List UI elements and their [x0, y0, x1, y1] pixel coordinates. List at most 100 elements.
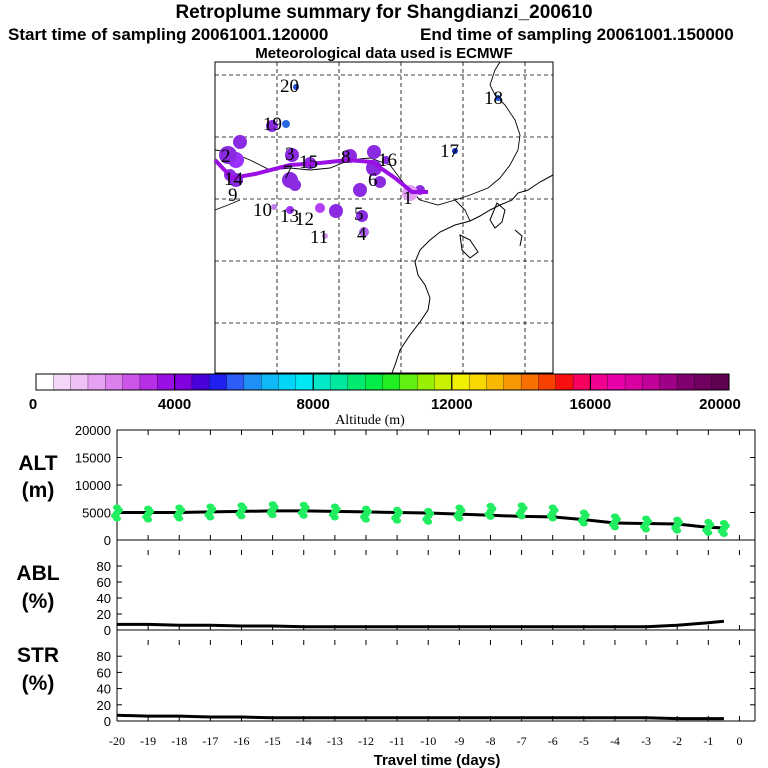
y-tick-label: 60: [97, 665, 111, 680]
met-data-label: Meteorological data used is ECMWF: [255, 45, 513, 62]
plume-day-label: 20: [280, 76, 299, 97]
y-tick-label: 0: [104, 533, 111, 548]
particle-altitude-point: [144, 505, 153, 512]
colorbar-cell: [607, 373, 626, 391]
particle-altitude-point: [206, 503, 215, 510]
plume-day-point: [356, 210, 368, 222]
y-tick-label: 60: [97, 575, 111, 590]
colorbar-cell: [87, 373, 106, 391]
colorbar-cell: [191, 373, 210, 391]
x-tick-label: -2: [672, 734, 682, 748]
colorbar-tick-label: 20000: [699, 396, 741, 413]
plume-day-label: 1: [403, 188, 413, 209]
particle-altitude-point: [113, 504, 121, 511]
colorbar-cell: [261, 373, 280, 391]
plume-day-label: 7: [283, 162, 293, 183]
y-tick-label: 40: [97, 682, 111, 697]
plume-particle-blob: [329, 204, 343, 218]
plume-day-label: 13: [280, 206, 299, 227]
x-tick-label: -7: [517, 734, 527, 748]
series-line: [116, 713, 724, 721]
x-tick-label: -12: [358, 734, 374, 748]
x-tick-label: -14: [296, 734, 312, 748]
colorbar-cell: [555, 373, 574, 391]
particle-altitude-point: [299, 501, 308, 508]
colorbar-tick-label: 0: [29, 396, 37, 413]
colorbar-cell: [468, 373, 488, 391]
colorbar-cell: [174, 373, 193, 391]
plume-day-label: 6: [368, 170, 378, 191]
plume-points: [219, 84, 501, 239]
plume-centroid-track: [213, 157, 428, 194]
colorbar-cell: [434, 373, 453, 391]
colorbar-cell: [209, 373, 228, 391]
particle-altitude-point: [268, 501, 277, 508]
particle-altitude-point: [393, 506, 402, 513]
particle-altitude-point: [610, 513, 619, 520]
y-tick-label: 15000: [75, 451, 111, 466]
plume-day-label: 14: [224, 169, 244, 190]
coastline: [391, 174, 554, 374]
particle-altitude-point: [642, 515, 651, 522]
particle-altitude-point: [424, 507, 433, 514]
x-tick-label: -5: [579, 734, 589, 748]
y-tick-label: 80: [97, 559, 111, 574]
panel-ylabel: STR: [17, 644, 59, 667]
plume-day-point: [219, 146, 237, 164]
x-axis-label: Travel time (days): [374, 752, 501, 768]
colorbar-cell: [711, 373, 730, 391]
particle-altitude-point: [330, 503, 339, 510]
plume-day-point: [271, 204, 277, 210]
y-tick-label: 20: [97, 698, 111, 713]
y-tick-label: 80: [97, 649, 111, 664]
particle-altitude-point: [517, 502, 526, 509]
particle-altitude-point: [548, 504, 557, 511]
colorbar-cell: [538, 373, 557, 391]
particle-altitude-point: [455, 504, 464, 511]
x-tick-label: -8: [485, 734, 495, 748]
plume-day-point: [452, 148, 458, 154]
x-tick-label: 0: [736, 734, 742, 748]
colorbar-cell: [590, 373, 609, 391]
plume-particle-blob: [266, 120, 278, 132]
plume-day-label: 4: [357, 224, 367, 245]
x-tick-label: -1: [703, 734, 713, 748]
plume-day-point: [315, 203, 325, 213]
plume-day-label: 16: [378, 150, 397, 171]
colorbar-cell: [572, 373, 591, 391]
y-tick-label: 40: [97, 591, 111, 606]
series-line: [117, 619, 725, 629]
colorbar-tick-label: 12000: [431, 396, 473, 413]
x-tick-label: -13: [327, 734, 343, 748]
particle-altitude-point: [704, 518, 713, 525]
plume-day-label: 18: [484, 88, 503, 109]
plume-day-point: [282, 120, 290, 128]
plume-day-label: 9: [228, 185, 238, 206]
plume-day-point: [495, 95, 501, 101]
particle-altitude-point: [673, 516, 682, 523]
x-tick-label: -9: [454, 734, 464, 748]
plume-particle-blob: [367, 145, 381, 159]
plume-day-point: [322, 233, 328, 239]
x-tick-label: -20: [109, 734, 125, 748]
x-tick-label: -4: [610, 734, 620, 748]
colorbar-cell: [399, 373, 418, 391]
colorbar-axis-label: Altitude (m): [335, 413, 405, 428]
colorbar-cell: [278, 373, 297, 391]
colorbar-ticks: 0 4000 8000 12000 16000 20000: [29, 374, 741, 413]
x-tick-label: -15: [265, 734, 281, 748]
x-tick-label: -6: [548, 734, 558, 748]
colorbar-cell: [330, 373, 349, 391]
panel-ylabel: ABL: [16, 562, 59, 585]
plume-day-label: 8: [341, 147, 351, 168]
colorbar-cell: [295, 373, 314, 391]
map-frame: [214, 61, 554, 374]
y-tick-label: 0: [104, 714, 111, 729]
x-tick-label: -3: [641, 734, 651, 748]
y-tick-label: 10000: [75, 478, 111, 493]
panel-ylabel: (%): [22, 590, 55, 613]
plume-particle-blob: [374, 176, 386, 188]
